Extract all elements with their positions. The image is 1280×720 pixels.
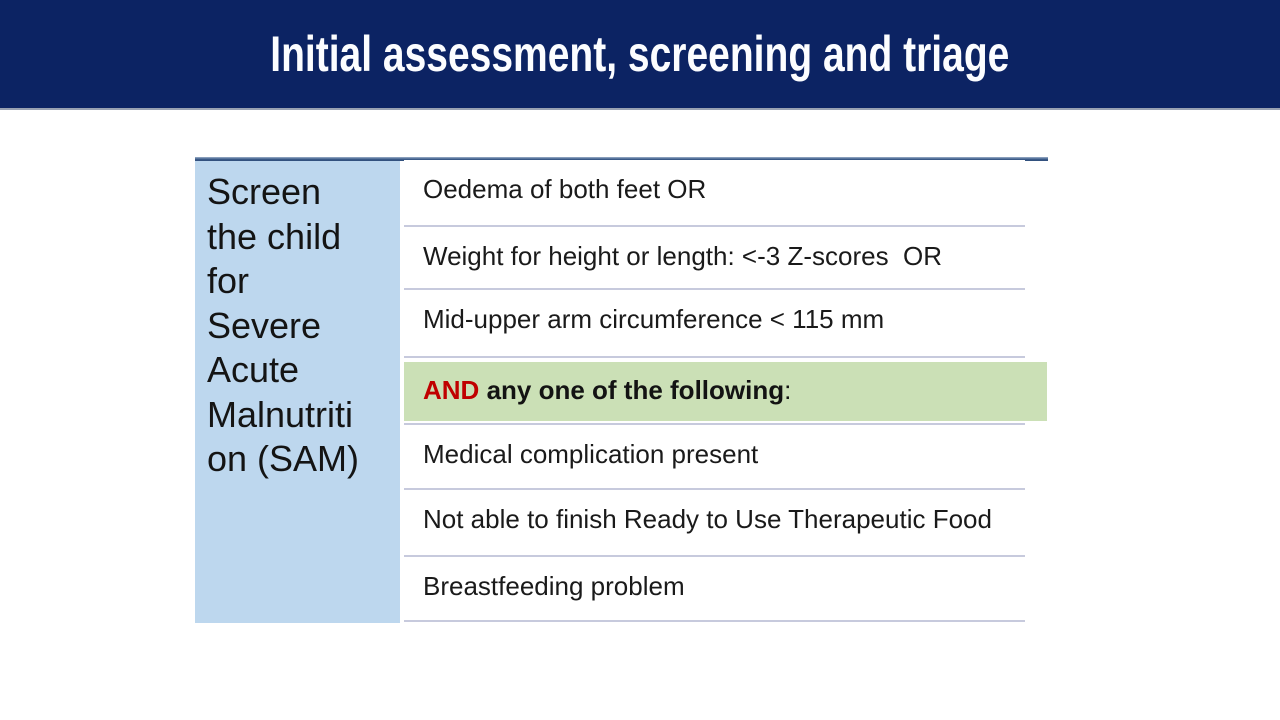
criterion-text: Oedema of both feet OR <box>423 174 707 204</box>
criterion-text: Mid-upper arm circumference < 115 mm <box>423 304 885 334</box>
criterion-text: Breastfeeding problem <box>423 571 685 601</box>
criterion-row: Breastfeeding problem <box>404 557 1025 622</box>
criterion-row: Medical complication present <box>404 425 1025 490</box>
row-divider <box>404 423 1025 425</box>
criterion-text: Medical complication present <box>423 439 759 469</box>
criterion-text: Not able to finish Ready to Use Therapeu… <box>423 504 992 534</box>
and-conjunction: AND <box>423 375 480 405</box>
criterion-row: Oedema of both feet OR <box>404 160 1025 227</box>
screening-category-label: Screen the child for Severe Acute Malnut… <box>207 171 360 479</box>
highlight-text: any one of the following <box>479 375 785 405</box>
criterion-row: Mid-upper arm circumference < 115 mm <box>404 290 1025 358</box>
table-top-border <box>195 157 1048 161</box>
and-condition-highlight-row: AND any one of the following: <box>404 362 1047 421</box>
screening-category-cell: Screen the child for Severe Acute Malnut… <box>195 161 400 623</box>
header-bar: Initial assessment, screening and triage <box>0 0 1280 110</box>
criterion-row: Weight for height or length: <-3 Z-score… <box>404 227 1025 290</box>
criterion-text: Weight for height or length: <-3 Z-score… <box>423 241 943 271</box>
page-title: Initial assessment, screening and triage <box>270 26 1010 82</box>
highlight-colon: : <box>784 375 792 405</box>
criterion-row: Not able to finish Ready to Use Therapeu… <box>404 490 1025 557</box>
